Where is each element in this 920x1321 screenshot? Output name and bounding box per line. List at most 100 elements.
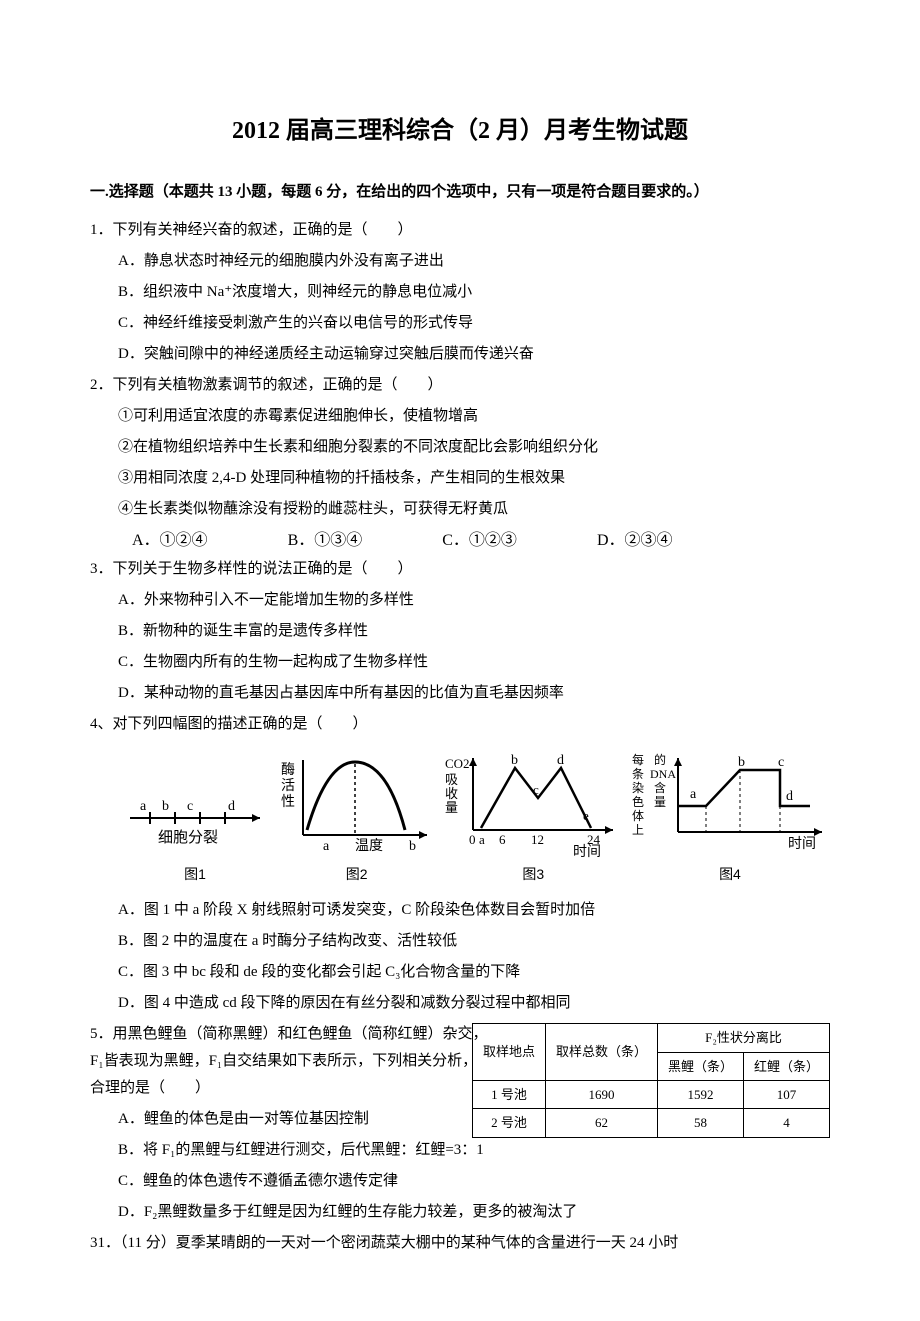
th-black: 黑鲤（条） [657,1052,743,1080]
fig3-svg: CO2 吸 收 量 b d c e 0 a 6 12 24 时间 [443,750,623,860]
fig1-label: 图1 [184,862,206,887]
table-row: 2 号池 62 58 4 [472,1109,829,1137]
q4-figures: a b c d 细胞分裂 图1 酶 活 性 a 温度 b 图2 CO2 吸 收 [120,750,830,887]
fig4-svg: 的 每 DNA 条 含 染 量 色 体 上 a b c d 时间 [630,750,830,860]
svg-text:b: b [738,755,745,770]
q2-stem: 2．下列有关植物激素调节的叙述，正确的是（ ） [90,372,830,399]
svg-text:色: 色 [632,795,644,809]
svg-text:收: 收 [445,786,458,801]
q3-stem: 3．下列关于生物多样性的说法正确的是（ ） [90,556,830,583]
td-black2: 58 [657,1109,743,1137]
svg-text:6: 6 [499,832,506,847]
q5-stem: 5．用黑色鲤鱼（简称黑鲤）和红色鲤鱼（简称红鲤）杂交，F₁皆表现为黑鲤，F₁自交… [90,1021,490,1102]
svg-text:上: 上 [632,823,644,837]
q5-block: 5．用黑色鲤鱼（简称黑鲤）和红色鲤鱼（简称红鲤）杂交，F₁皆表现为黑鲤，F₁自交… [90,1021,830,1164]
td-red1: 107 [743,1080,829,1108]
svg-text:a: a [323,839,330,854]
svg-text:CO2: CO2 [445,756,470,771]
q3-opt-d: D．某种动物的直毛基因占基因库中所有基因的比值为直毛基因频率 [90,680,830,707]
svg-text:DNA: DNA [650,767,676,781]
table-row: 1 号池 1690 1592 107 [472,1080,829,1108]
th-ratio: F₂性状分离比 [657,1024,829,1052]
fig3-label: 图3 [522,862,544,887]
q4-opt-c: C．图 3 中 bc 段和 de 段的变化都会引起 C₃化合物含量的下降 [90,959,830,986]
q1-opt-a: A．静息状态时神经元的细胞膜内外没有离子进出 [90,248,830,275]
svg-text:0: 0 [469,832,476,847]
svg-text:e: e [583,808,589,823]
svg-text:d: d [228,799,235,814]
svg-text:c: c [778,755,784,770]
svg-text:含: 含 [654,780,666,795]
fig1-svg: a b c d 细胞分裂 [120,760,270,860]
fig2-label: 图2 [346,862,368,887]
q2-opt-b: B．①③④ [288,527,363,556]
q5-opt-b: B．将 F₁的黑鲤与红鲤进行测交，后代黑鲤：红鲤=3：1 [90,1137,830,1164]
q4-opt-d: D．图 4 中造成 cd 段下降的原因在有丝分裂和减数分裂过程中都相同 [90,990,830,1017]
q2-item3: ③用相同浓度 2,4-D 处理同种植物的扦插枝条，产生相同的生根效果 [90,465,830,492]
q1-opt-c: C．神经纤维接受刺激产生的兴奋以电信号的形式传导 [90,310,830,337]
svg-text:时间: 时间 [788,836,816,852]
svg-text:d: d [557,753,564,768]
svg-text:染: 染 [632,780,644,795]
svg-text:性: 性 [281,794,295,810]
svg-text:a: a [479,832,485,847]
svg-text:b: b [162,799,169,814]
svg-text:温度: 温度 [355,838,383,854]
td-total2: 62 [545,1109,657,1137]
q3-opt-b: B．新物种的诞生丰富的是遗传多样性 [90,618,830,645]
svg-text:活: 活 [281,778,295,794]
svg-text:c: c [187,799,193,814]
q2-options: A．①②④ B．①③④ C．①②③ D．②③④ [90,527,830,556]
svg-text:d: d [786,789,793,804]
q3-opt-c: C．生物圈内所有的生物一起构成了生物多样性 [90,649,830,676]
svg-text:b: b [409,839,416,854]
svg-text:a: a [690,787,697,802]
td-loc1: 1 号池 [472,1080,545,1108]
q4-opt-a: A．图 1 中 a 阶段 X 射线照射可诱发突变，C 阶段染色体数目会暂时加倍 [90,897,830,924]
q2-opt-d: D．②③④ [597,527,673,556]
svg-text:b: b [511,753,518,768]
svg-text:体: 体 [632,809,644,823]
q2-opt-a: A．①②④ [132,527,208,556]
svg-text:酶: 酶 [281,762,295,778]
th-total: 取样总数（条） [545,1024,657,1081]
svg-text:时间: 时间 [573,844,601,860]
q2-opt-c: C．①②③ [442,527,517,556]
fig3: CO2 吸 收 量 b d c e 0 a 6 12 24 时间 图3 [443,750,623,887]
q1-opt-d: D．突触间隙中的神经递质经主动运输穿过突触后膜而传递兴奋 [90,341,830,368]
svg-text:量: 量 [445,800,458,815]
page-title: 2012 届高三理科综合（2 月）月考生物试题 [90,110,830,153]
td-red2: 4 [743,1109,829,1137]
td-black1: 1592 [657,1080,743,1108]
q31-stem: 31．（11 分）夏季某晴朗的一天对一个密闭蔬菜大棚中的某种气体的含量进行一天 … [90,1230,830,1257]
th-red: 红鲤（条） [743,1052,829,1080]
fig2-svg: 酶 活 性 a 温度 b [277,750,437,860]
svg-text:每: 每 [632,752,644,767]
svg-text:量: 量 [654,795,666,809]
svg-text:12: 12 [531,832,544,847]
fig4: 的 每 DNA 条 含 染 量 色 体 上 a b c d 时间 图4 [630,750,830,887]
q2-item2: ②在植物组织培养中生长素和细胞分裂素的不同浓度配比会影响组织分化 [90,434,830,461]
th-loc: 取样地点 [472,1024,545,1081]
svg-text:吸: 吸 [445,772,458,787]
svg-text:的: 的 [654,752,666,767]
svg-text:条: 条 [632,767,644,781]
q4-opt-b: B．图 2 中的温度在 a 时酶分子结构改变、活性较低 [90,928,830,955]
svg-text:c: c [533,782,539,797]
q5-opt-d: D．F₂黑鲤数量多于红鲤是因为红鲤的生存能力较差，更多的被淘汰了 [90,1199,830,1226]
q2-item4: ④生长素类似物蘸涂没有授粉的雌蕊柱头，可获得无籽黄瓜 [90,496,830,523]
q2-item1: ①可利用适宜浓度的赤霉素促进细胞伸长，使植物增高 [90,403,830,430]
fig1: a b c d 细胞分裂 图1 [120,760,270,887]
svg-text:细胞分裂: 细胞分裂 [158,829,218,846]
fig4-label: 图4 [719,862,741,887]
q5-opt-c: C．鲤鱼的体色遗传不遵循孟德尔遗传定律 [90,1168,830,1195]
q1-opt-b: B．组织液中 Na⁺浓度增大，则神经元的静息电位减小 [90,279,830,306]
q3-opt-a: A．外来物种引入不一定能增加生物的多样性 [90,587,830,614]
q1-stem: 1．下列有关神经兴奋的叙述，正确的是（ ） [90,217,830,244]
section-header: 一.选择题（本题共 13 小题，每题 6 分，在给出的四个选项中，只有一项是符合… [90,177,830,207]
svg-text:a: a [140,799,147,814]
q4-stem: 4、对下列四幅图的描述正确的是（ ） [90,711,830,738]
td-loc2: 2 号池 [472,1109,545,1137]
td-total1: 1690 [545,1080,657,1108]
fig2: 酶 活 性 a 温度 b 图2 [277,750,437,887]
